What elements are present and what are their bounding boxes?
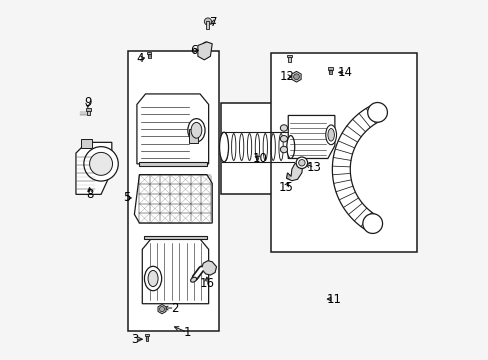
Ellipse shape — [201, 42, 208, 53]
Circle shape — [83, 147, 118, 181]
Polygon shape — [137, 94, 208, 164]
Bar — [128, 51, 219, 330]
Bar — [206, 22, 209, 29]
Circle shape — [204, 18, 211, 25]
Bar — [271, 53, 416, 252]
Text: 6: 6 — [189, 44, 197, 57]
Ellipse shape — [327, 129, 334, 141]
Text: 3: 3 — [131, 333, 139, 346]
Text: 8: 8 — [86, 188, 93, 201]
Ellipse shape — [191, 122, 202, 138]
Ellipse shape — [148, 270, 158, 287]
Ellipse shape — [219, 132, 228, 162]
Text: 9: 9 — [84, 96, 91, 109]
Text: 7: 7 — [209, 16, 217, 29]
Ellipse shape — [286, 136, 294, 158]
Bar — [327, 67, 332, 70]
Ellipse shape — [362, 214, 382, 233]
Polygon shape — [76, 142, 112, 194]
Circle shape — [159, 307, 164, 312]
Bar — [86, 111, 89, 116]
Ellipse shape — [367, 103, 386, 122]
Text: 11: 11 — [326, 293, 341, 306]
Text: 15: 15 — [278, 181, 293, 194]
Circle shape — [293, 74, 299, 80]
Circle shape — [298, 159, 305, 166]
Circle shape — [89, 152, 112, 175]
Ellipse shape — [325, 125, 336, 145]
Text: 5: 5 — [123, 192, 131, 204]
Bar — [188, 129, 197, 143]
Bar — [287, 57, 290, 62]
Text: 2: 2 — [170, 302, 178, 315]
Ellipse shape — [280, 146, 287, 153]
Circle shape — [296, 157, 307, 168]
Ellipse shape — [187, 119, 204, 142]
Bar — [144, 334, 149, 336]
Polygon shape — [201, 261, 216, 275]
Text: 4: 4 — [137, 51, 144, 64]
Polygon shape — [134, 175, 212, 223]
Bar — [147, 51, 151, 54]
Bar — [81, 139, 92, 148]
Ellipse shape — [280, 135, 287, 142]
Bar — [144, 235, 206, 239]
Bar — [85, 108, 90, 111]
Ellipse shape — [280, 125, 287, 131]
Bar — [147, 54, 150, 58]
Bar — [329, 69, 331, 74]
Text: 14: 14 — [337, 66, 352, 79]
Text: 12: 12 — [279, 70, 294, 83]
Text: 16: 16 — [199, 278, 214, 291]
Text: 1: 1 — [183, 326, 190, 339]
Polygon shape — [142, 237, 208, 304]
Polygon shape — [287, 116, 334, 158]
Bar — [286, 55, 291, 57]
Text: 10: 10 — [252, 152, 267, 165]
Bar — [145, 336, 148, 341]
Ellipse shape — [190, 277, 196, 282]
Text: 13: 13 — [306, 161, 321, 174]
Polygon shape — [286, 163, 302, 181]
Polygon shape — [198, 42, 212, 60]
Bar — [139, 162, 206, 166]
Bar — [221, 103, 287, 194]
Ellipse shape — [144, 266, 162, 291]
